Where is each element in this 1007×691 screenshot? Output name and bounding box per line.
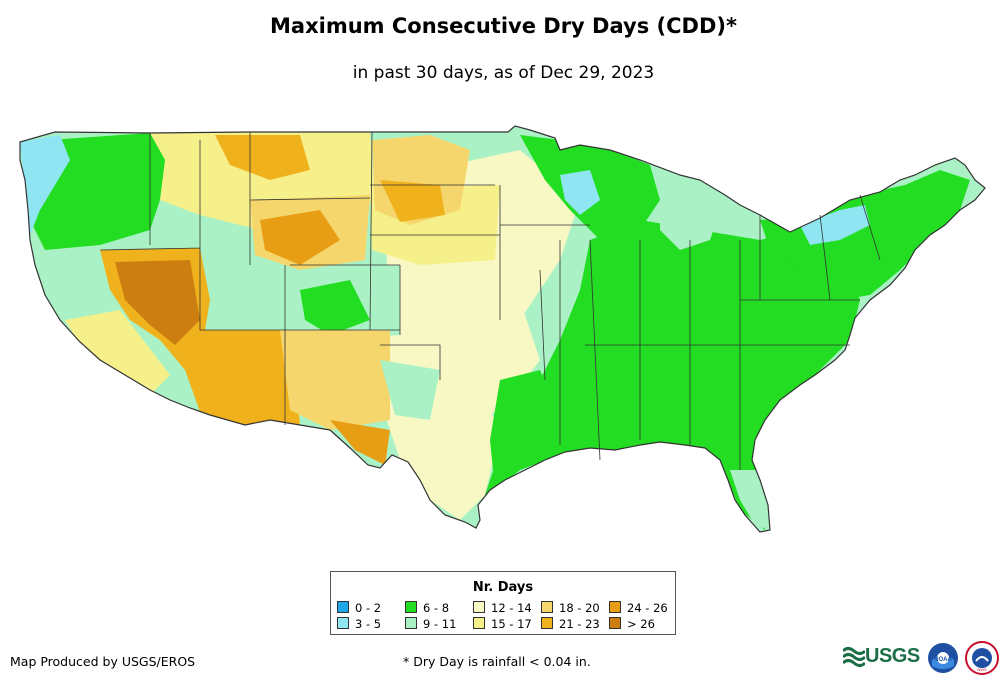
region-21-23-montana [215,135,310,180]
legend-swatch [405,601,417,613]
legend-label: 6 - 8 [423,601,450,615]
legend-swatch [541,601,553,613]
legend-label: 3 - 5 [355,617,382,631]
usgs-wave-icon [843,647,865,667]
legend-label: 15 - 17 [491,617,532,631]
region-24-26-big-bend [330,420,390,465]
region-6-8-colorado [300,280,370,335]
legend-item: 3 - 5 [337,617,381,631]
legend-item: 9 - 11 [405,617,456,631]
dry-day-footnote: * Dry Day is rainfall < 0.04 in. [403,654,591,669]
legend-swatch [337,617,349,629]
legend-swatch [609,601,621,613]
usgs-logo: USGS [865,645,920,667]
legend-swatch [405,617,417,629]
region-9-11-michigan [660,190,720,250]
legend: Nr. Days 0 - 2 3 - 5 6 - 8 9 - 11 12 - 1… [330,571,676,635]
legend-swatch [337,601,349,613]
legend-item: 12 - 14 [473,601,532,615]
legend-label: 12 - 14 [491,601,532,615]
legend-swatch [473,617,485,629]
region-3-5-coast [20,135,70,235]
region-21-23-sd [380,180,445,222]
state-borders [19,125,986,533]
nws-logo-icon: NWS [965,641,999,675]
region-9-11-florida [730,470,770,530]
legend-grid: 0 - 2 3 - 5 6 - 8 9 - 11 12 - 14 15 - 17… [337,601,673,633]
nws-label: NWS [977,667,987,672]
noaa-logo-icon: NOAA [928,643,958,673]
region-18-20-new-mexico [280,330,390,430]
region-6-8-east-texas [490,370,560,490]
map-subtitle: in past 30 days, as of Dec 29, 2023 [352,63,655,83]
legend-title: Nr. Days [472,580,534,595]
cdd-fill [20,126,985,532]
noaa-label: NOAA [934,657,952,663]
legend-item: 21 - 23 [541,617,600,631]
legend-label: 0 - 2 [355,601,382,615]
legend-swatch [609,617,621,629]
legend-label: 18 - 20 [559,601,600,615]
region-6-8-northeast [760,170,970,300]
cdd-map [19,125,986,533]
legend-label: 21 - 23 [559,617,600,631]
region-9-11-west-texas [380,360,440,420]
region-15-17-socal [65,310,170,395]
legend-item: 15 - 17 [473,617,532,631]
legend-item: > 26 [609,617,655,631]
interior-borders [99,131,881,470]
agency-logos: USGS NOAA NWS [843,640,1003,680]
legend-swatch [473,601,485,613]
map-title: Maximum Consecutive Dry Days (CDD)* [270,14,737,38]
region-26-plus-great-basin [115,260,200,345]
legend-label: 9 - 11 [423,617,457,631]
map-credit: Map Produced by USGS/EROS [10,654,196,669]
legend-item: 0 - 2 [337,601,381,615]
region-21-23-arizona [185,330,300,425]
legend-label: 24 - 26 [627,601,668,615]
legend-item: 6 - 8 [405,601,449,615]
legend-label: > 26 [627,617,655,631]
region-3-5-new-york [800,205,870,245]
legend-swatch [541,617,553,629]
legend-item: 18 - 20 [541,601,600,615]
region-3-5-wisconsin [560,170,600,215]
legend-item: 24 - 26 [609,601,668,615]
region-24-26-wyoming [260,210,340,265]
